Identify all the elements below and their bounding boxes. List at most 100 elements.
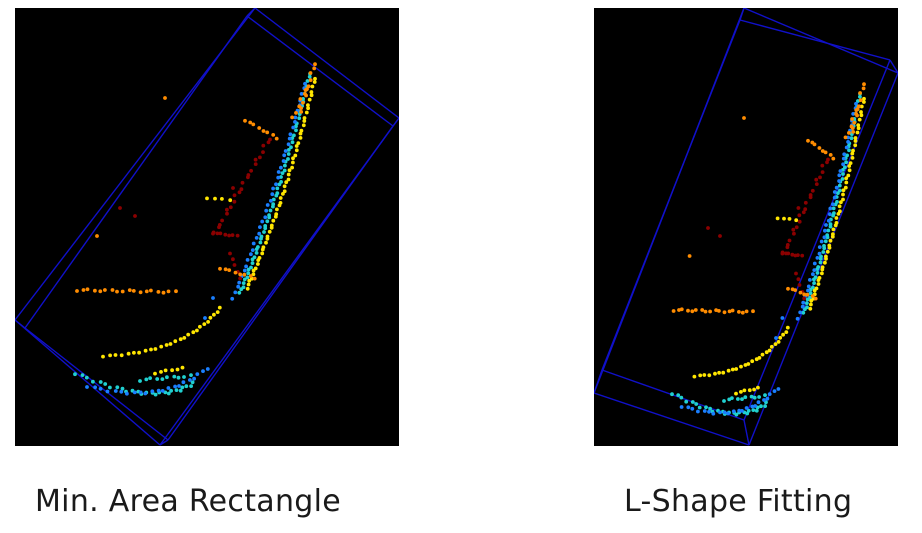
lidar-point xyxy=(707,409,711,414)
lidar-point xyxy=(794,225,799,230)
box-edge xyxy=(748,72,898,446)
box-edge xyxy=(167,125,394,441)
lidar-point xyxy=(687,254,692,258)
lidar-point xyxy=(98,386,103,391)
box-edge xyxy=(594,369,603,394)
lidar-point xyxy=(270,192,275,197)
lidar-point xyxy=(790,252,795,257)
lidar-point xyxy=(149,347,153,352)
lidar-point xyxy=(796,206,801,210)
lidar-point xyxy=(127,288,132,292)
lidar-point xyxy=(264,208,269,213)
bounding-box-3d xyxy=(15,8,399,446)
lidar-point xyxy=(726,411,730,416)
lidar-point xyxy=(824,223,828,227)
bounding-box-3d xyxy=(594,8,898,446)
lidar-point xyxy=(250,261,255,265)
box-edge xyxy=(743,59,891,421)
lidar-point xyxy=(159,344,164,349)
lidar-point xyxy=(858,94,862,99)
lidar-point xyxy=(307,97,312,102)
lidar-point xyxy=(861,86,866,91)
lidar-point xyxy=(759,404,763,409)
lidar-point xyxy=(743,363,748,367)
lidar-point xyxy=(281,159,286,163)
lidar-point xyxy=(132,390,137,395)
lidar-point xyxy=(282,184,287,189)
lidar-point xyxy=(252,276,257,281)
lidar-point xyxy=(163,368,168,373)
lidar-point xyxy=(313,62,317,67)
lidar-point xyxy=(842,152,847,157)
lidar-point xyxy=(825,235,830,240)
lidar-point xyxy=(809,298,814,303)
lidar-point xyxy=(690,309,695,314)
lidar-point xyxy=(276,175,281,180)
lidar-point xyxy=(103,288,107,292)
lidar-point xyxy=(257,126,262,130)
lidar-point xyxy=(299,92,304,96)
lidar-point xyxy=(180,385,185,390)
lidar-point xyxy=(722,310,727,315)
lidar-point xyxy=(166,289,171,294)
lidar-point xyxy=(727,309,732,314)
lidar-point xyxy=(802,292,807,297)
lidar-point xyxy=(217,305,222,310)
lidar-point xyxy=(837,179,841,183)
lidar-point xyxy=(822,235,827,240)
lidar-point xyxy=(765,396,770,401)
lidar-point xyxy=(294,148,299,153)
lidar-point xyxy=(844,176,849,181)
lidar-point xyxy=(806,284,811,289)
lidar-point xyxy=(787,217,792,221)
lidar-point xyxy=(254,236,259,240)
lidar-point xyxy=(225,211,229,216)
lidar-point xyxy=(850,151,855,156)
lidar-point xyxy=(302,119,307,123)
lidar-point xyxy=(228,205,233,210)
lidar-point xyxy=(265,236,270,241)
lidar-point xyxy=(760,352,765,357)
lidar-point xyxy=(256,262,260,266)
lidar-point xyxy=(851,148,855,153)
lidar-point xyxy=(293,153,298,158)
lidar-point xyxy=(811,272,815,277)
lidar-point xyxy=(225,207,229,212)
lidar-point xyxy=(852,120,857,125)
lidar-point xyxy=(168,342,173,346)
lidar-point xyxy=(155,377,160,381)
lidar-point xyxy=(794,271,798,276)
box-edge xyxy=(594,392,750,446)
lidar-point xyxy=(746,362,751,366)
caption-min-area-rectangle: Min. Area Rectangle xyxy=(35,484,342,519)
lidar-point xyxy=(267,229,272,234)
lidar-point xyxy=(309,90,314,94)
lidar-point xyxy=(73,372,77,377)
lidar-point xyxy=(108,385,112,390)
lidar-point xyxy=(242,272,247,277)
lidar-point xyxy=(203,316,207,320)
lidar-point xyxy=(260,247,265,252)
lidar-point xyxy=(851,112,856,116)
lidar-point xyxy=(115,289,119,294)
box-edge xyxy=(392,117,399,127)
lidar-point xyxy=(841,162,845,167)
lidar-point xyxy=(276,170,281,174)
lidar-point xyxy=(178,388,183,393)
lidar-point xyxy=(739,364,743,369)
lidar-point xyxy=(823,260,827,265)
lidar-point xyxy=(831,202,835,207)
lidar-point xyxy=(223,232,228,237)
lidar-point xyxy=(251,241,256,246)
lidar-point xyxy=(211,296,215,300)
lidar-point xyxy=(296,141,301,146)
lidar-point xyxy=(825,249,830,254)
lidar-point xyxy=(253,157,258,162)
lidar-point xyxy=(740,397,744,401)
lidar-point xyxy=(734,391,738,396)
lidar-point xyxy=(138,379,142,383)
lidar-point xyxy=(841,188,846,193)
lidar-point xyxy=(150,389,155,394)
lidar-point xyxy=(722,399,726,403)
lidar-point xyxy=(308,78,313,82)
